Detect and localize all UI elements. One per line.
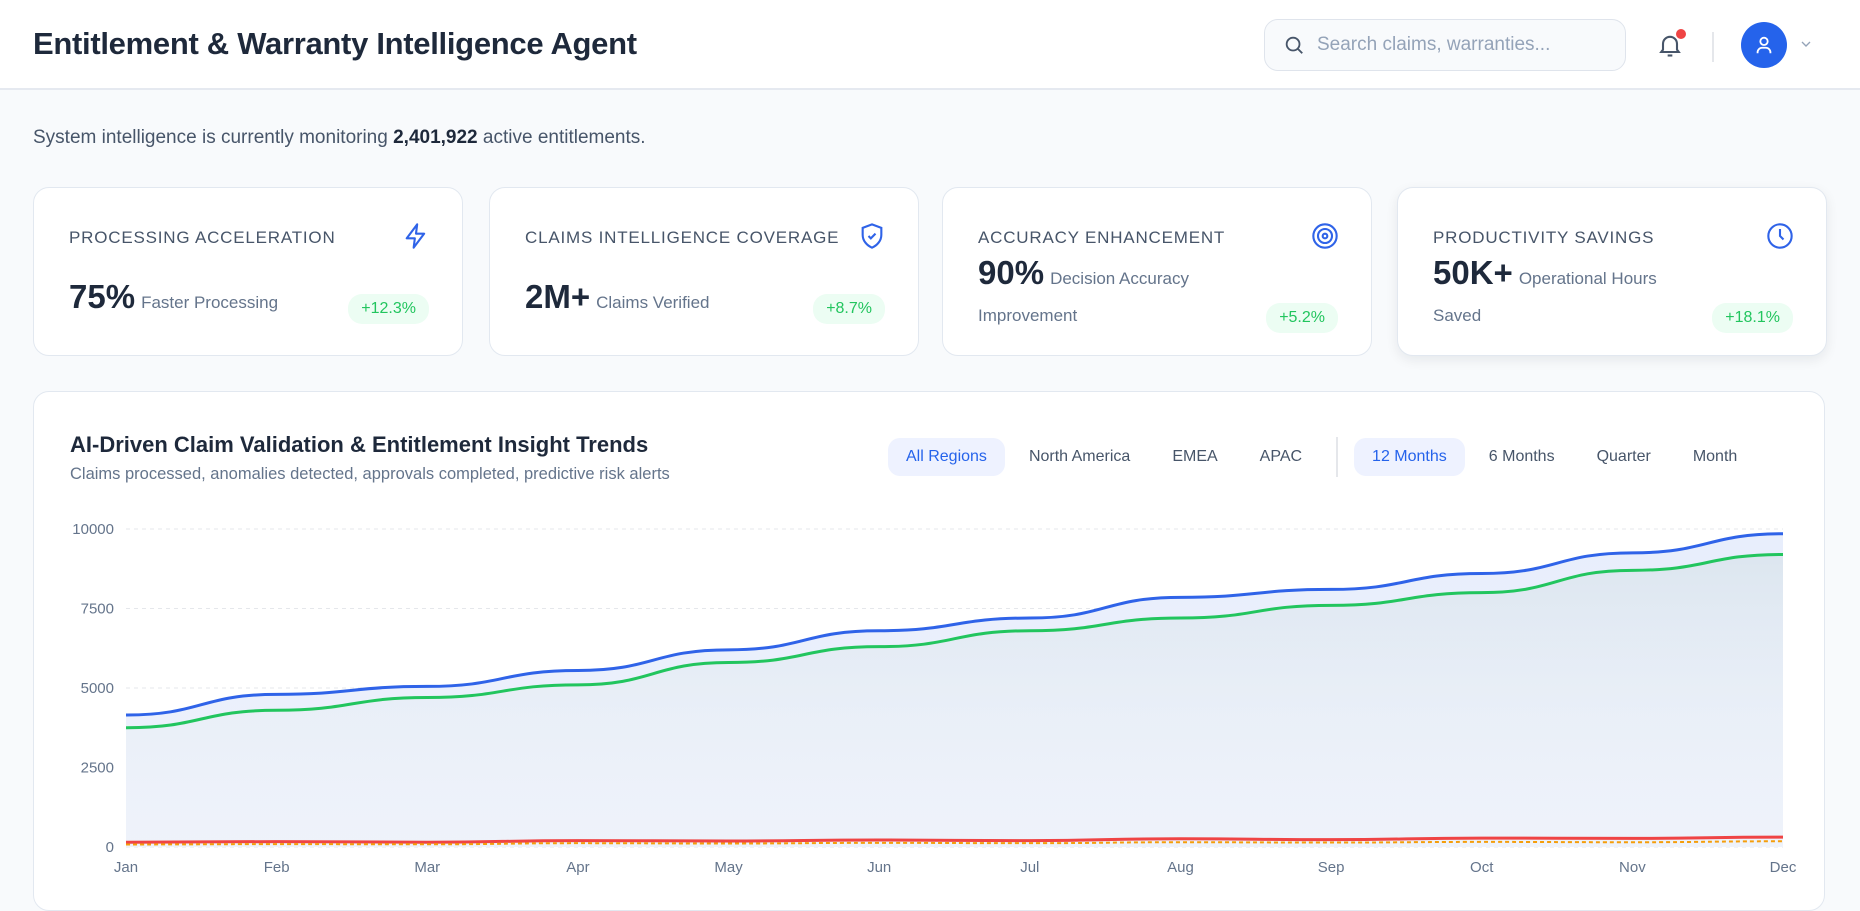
page-title: Entitlement & Warranty Intelligence Agen… [33,26,637,62]
monitor-suffix: active entitlements. [483,127,646,148]
clock-icon [1766,222,1794,250]
period-month[interactable]: Month [1675,438,1755,476]
search-box[interactable] [1264,19,1626,71]
kpi-card-processing: PROCESSING ACCELERATION 75% Faster Proces… [33,187,463,356]
monitoring-summary: System intelligence is currently monitor… [33,127,646,149]
kpi-unit: Faster Processing [141,293,278,312]
user-icon [1753,34,1775,56]
kpi-card-coverage: CLAIMS INTELLIGENCE COVERAGE 2M+ Claims V… [489,187,919,356]
kpi-card-accuracy: ACCURACY ENHANCEMENT 90% Decision Accurac… [942,187,1372,356]
filter-divider [1336,437,1338,477]
period-quarter[interactable]: Quarter [1579,438,1669,476]
top-header: Entitlement & Warranty Intelligence Agen… [0,0,1860,90]
period-6-months[interactable]: 6 Months [1471,438,1573,476]
kpi-value: 2M+ [525,278,590,315]
shield-check-icon [858,222,886,250]
kpi-unit: Claims Verified [596,293,709,312]
kpi-delta-badge: +12.3% [348,294,429,324]
kpi-delta-badge: +18.1% [1712,303,1793,333]
period-12-months[interactable]: 12 Months [1354,438,1465,476]
filter-all-regions[interactable]: All Regions [888,438,1005,476]
target-icon [1311,222,1339,250]
avatar[interactable] [1741,22,1787,68]
filter-emea[interactable]: EMEA [1154,438,1235,476]
kpi-label: PROCESSING ACCELERATION [69,228,336,248]
kpi-unit-cont: Improvement [978,306,1077,326]
search-input[interactable] [1317,34,1607,56]
search-icon [1283,34,1305,56]
notification-dot [1676,29,1686,39]
kpi-unit: Decision Accuracy [1050,269,1189,288]
kpi-value: 90% [978,254,1044,291]
kpi-label: CLAIMS INTELLIGENCE COVERAGE [525,228,839,248]
filter-apac[interactable]: APAC [1242,438,1320,476]
kpi-unit: Operational Hours [1519,269,1657,288]
entitlement-count: 2,401,922 [393,127,478,148]
kpi-value: 50K+ [1433,254,1513,291]
kpi-card-productivity: PRODUCTIVITY SAVINGS 50K+ Operational Hou… [1397,187,1827,356]
chart-subtitle: Claims processed, anomalies detected, ap… [70,465,670,484]
chevron-down-icon[interactable] [1798,36,1814,52]
lightning-icon [402,222,430,250]
kpi-delta-badge: +8.7% [813,294,885,324]
kpi-label: PRODUCTIVITY SAVINGS [1433,228,1654,248]
kpi-label: ACCURACY ENHANCEMENT [978,228,1225,248]
trend-chart-card: AI-Driven Claim Validation & Entitlement… [33,391,1825,911]
kpi-value: 75% [69,278,135,315]
divider [1712,32,1714,62]
kpi-unit-cont: Saved [1433,306,1481,326]
chart-title: AI-Driven Claim Validation & Entitlement… [70,432,648,458]
kpi-delta-badge: +5.2% [1266,303,1338,333]
filter-bar: All Regions North America EMEA APAC 12 M… [888,437,1755,477]
filter-north-america[interactable]: North America [1011,438,1148,476]
monitor-prefix: System intelligence is currently monitor… [33,127,388,148]
